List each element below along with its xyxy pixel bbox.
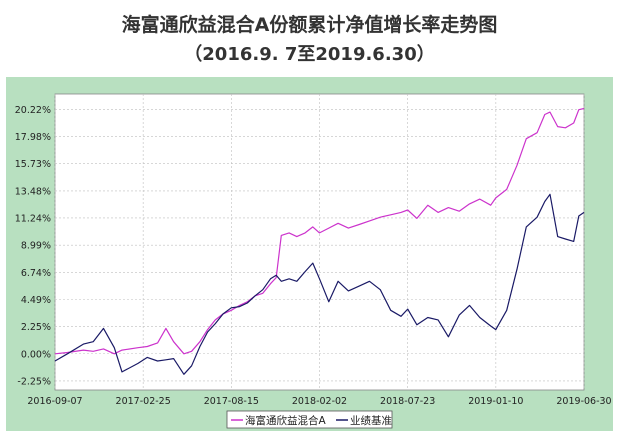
y-tick-label: 6.74% [21, 268, 51, 279]
legend-label-fund: 海富通欣益混合A [245, 414, 326, 427]
x-tick-label: 2018-02-02 [292, 396, 347, 407]
series-lines [54, 107, 585, 375]
legend-box [226, 410, 393, 429]
y-axis-ticks: -2.25% 0.00% 2.25% 4.49% 6.74% 8.99% 11.24% 13.… [15, 105, 51, 387]
y-tick-label: 4.49% [21, 295, 51, 306]
chart-subtitle: （2016.9. 7至2019.6.30） [184, 44, 435, 65]
y-tick-label: 15.73% [15, 159, 51, 170]
y-tick-label: 11.24% [15, 213, 51, 224]
x-tick-label: 2019-06-30 [556, 396, 611, 407]
y-tick-label: 0.00% [21, 349, 51, 360]
legend: 海富通欣益混合A 业绩基准 [226, 410, 393, 429]
y-tick-label: 20.22% [15, 105, 51, 116]
x-tick-label: 2016-09-07 [27, 396, 82, 407]
gridlines [54, 94, 585, 390]
y-tick-label: -2.25% [17, 376, 51, 387]
x-axis-ticks: 2016-09-07 2017-02-25 2017-08-15 2018-02-02… [27, 396, 611, 407]
chart-title: 海富通欣益混合A份额累计净值增长率走势图 [121, 14, 498, 36]
y-tick-label: 8.99% [21, 241, 51, 252]
x-tick-label: 2019-01-10 [468, 396, 523, 407]
y-tick-label: 2.25% [21, 322, 51, 333]
x-tick-label: 2017-08-15 [204, 396, 259, 407]
legend-label-benchmark: 业绩基准 [350, 414, 392, 427]
series-line-fund [54, 107, 585, 355]
y-tick-label: 13.48% [15, 186, 51, 197]
x-tick-label: 2018-07-23 [380, 396, 435, 407]
x-tick-label: 2017-02-25 [116, 396, 171, 407]
series-line-benchmark [54, 193, 585, 375]
y-tick-label: 17.98% [15, 132, 51, 143]
